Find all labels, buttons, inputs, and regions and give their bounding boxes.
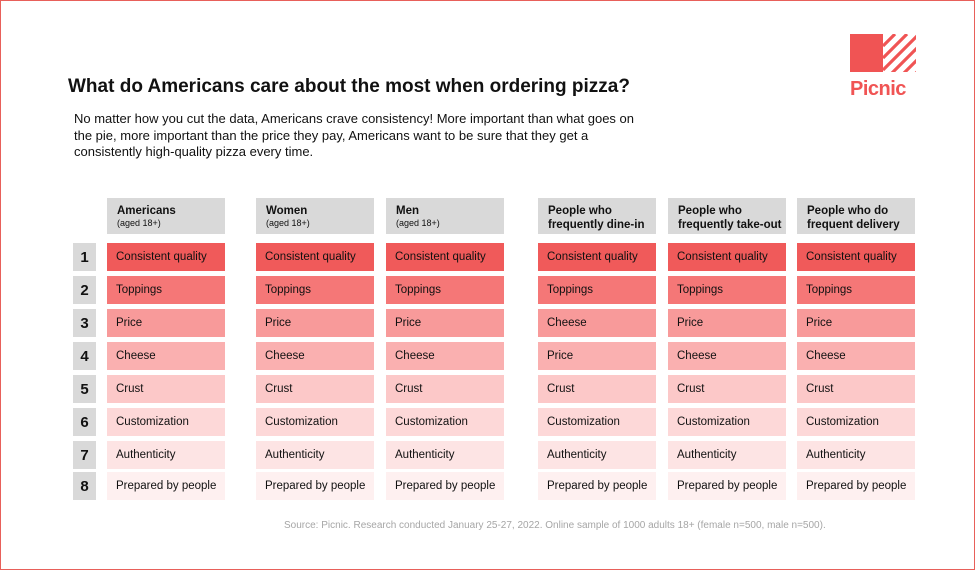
- ranking-cell: Authenticity: [386, 441, 504, 469]
- ranking-cell: Customization: [107, 408, 225, 436]
- ranking-cell: Price: [386, 309, 504, 337]
- ranking-cell: Toppings: [668, 276, 786, 304]
- column-header-name: People who frequently take-out: [678, 205, 782, 231]
- ranking-cell: Consistent quality: [538, 243, 656, 271]
- ranking-cell: Cheese: [668, 342, 786, 370]
- rank-label: 7: [73, 441, 96, 469]
- ranking-cell: Crust: [107, 375, 225, 403]
- ranking-cell: Crust: [538, 375, 656, 403]
- column-header: People who do frequent delivery: [797, 198, 915, 234]
- rank-label: 4: [73, 342, 96, 370]
- ranking-cell: Authenticity: [256, 441, 374, 469]
- ranking-cell: Prepared by people: [797, 472, 915, 500]
- page-subtitle: No matter how you cut the data, American…: [74, 111, 635, 159]
- ranking-cell: Consistent quality: [668, 243, 786, 271]
- rank-label: 2: [73, 276, 96, 304]
- ranking-cell: Authenticity: [668, 441, 786, 469]
- picnic-logo-mark-icon: [850, 34, 916, 72]
- column-header: Women (aged 18+): [256, 198, 374, 234]
- ranking-cell: Cheese: [256, 342, 374, 370]
- ranking-cell: Prepared by people: [668, 472, 786, 500]
- ranking-cell: Authenticity: [797, 441, 915, 469]
- rank-label: 3: [73, 309, 96, 337]
- ranking-cell: Toppings: [256, 276, 374, 304]
- ranking-cell: Prepared by people: [538, 472, 656, 500]
- column-header-name: People who frequently dine-in: [548, 205, 645, 231]
- ranking-cell: Cheese: [386, 342, 504, 370]
- picnic-logo: Picnic: [850, 34, 916, 100]
- ranking-cell: Crust: [797, 375, 915, 403]
- source-note: Source: Picnic. Research conducted Janua…: [284, 520, 826, 531]
- ranking-cell: Consistent quality: [107, 243, 225, 271]
- ranking-cell: Customization: [386, 408, 504, 436]
- ranking-cell: Toppings: [538, 276, 656, 304]
- column-header-subtitle: (aged 18+): [266, 218, 310, 228]
- ranking-cell: Authenticity: [538, 441, 656, 469]
- column-header-name: Americans: [117, 205, 176, 217]
- ranking-cell: Crust: [386, 375, 504, 403]
- ranking-cell: Crust: [668, 375, 786, 403]
- column-header-name: People who do frequent delivery: [807, 205, 900, 231]
- ranking-cell: Consistent quality: [797, 243, 915, 271]
- ranking-cell: Cheese: [797, 342, 915, 370]
- ranking-cell: Customization: [538, 408, 656, 436]
- column-header-subtitle: (aged 18+): [396, 218, 440, 228]
- ranking-cell: Cheese: [107, 342, 225, 370]
- ranking-cell: Price: [107, 309, 225, 337]
- column-header: People who frequently dine-in: [538, 198, 656, 234]
- ranking-cell: Toppings: [107, 276, 225, 304]
- ranking-cell: Price: [538, 342, 656, 370]
- column-header-name: Men: [396, 205, 419, 217]
- ranking-cell: Price: [668, 309, 786, 337]
- column-header-name: Women: [266, 205, 308, 217]
- ranking-cell: Prepared by people: [386, 472, 504, 500]
- column-header: Men (aged 18+): [386, 198, 504, 234]
- column-header-subtitle: (aged 18+): [117, 218, 161, 228]
- ranking-cell: Customization: [256, 408, 374, 436]
- ranking-cell: Toppings: [386, 276, 504, 304]
- rank-label: 1: [73, 243, 96, 271]
- page-title: What do Americans care about the most wh…: [68, 76, 630, 97]
- rank-label: 8: [73, 472, 96, 500]
- ranking-cell: Cheese: [538, 309, 656, 337]
- ranking-cell: Toppings: [797, 276, 915, 304]
- ranking-cell: Authenticity: [107, 441, 225, 469]
- ranking-cell: Consistent quality: [256, 243, 374, 271]
- column-header: Americans (aged 18+): [107, 198, 225, 234]
- ranking-cell: Customization: [668, 408, 786, 436]
- ranking-cell: Prepared by people: [256, 472, 374, 500]
- ranking-cell: Consistent quality: [386, 243, 504, 271]
- ranking-cell: Customization: [797, 408, 915, 436]
- picnic-logo-wordmark: Picnic: [850, 78, 906, 100]
- ranking-cell: Price: [256, 309, 374, 337]
- column-header: People who frequently take-out: [668, 198, 786, 234]
- ranking-cell: Prepared by people: [107, 472, 225, 500]
- ranking-cell: Price: [797, 309, 915, 337]
- ranking-cell: Crust: [256, 375, 374, 403]
- rank-label: 5: [73, 375, 96, 403]
- rank-label: 6: [73, 408, 96, 436]
